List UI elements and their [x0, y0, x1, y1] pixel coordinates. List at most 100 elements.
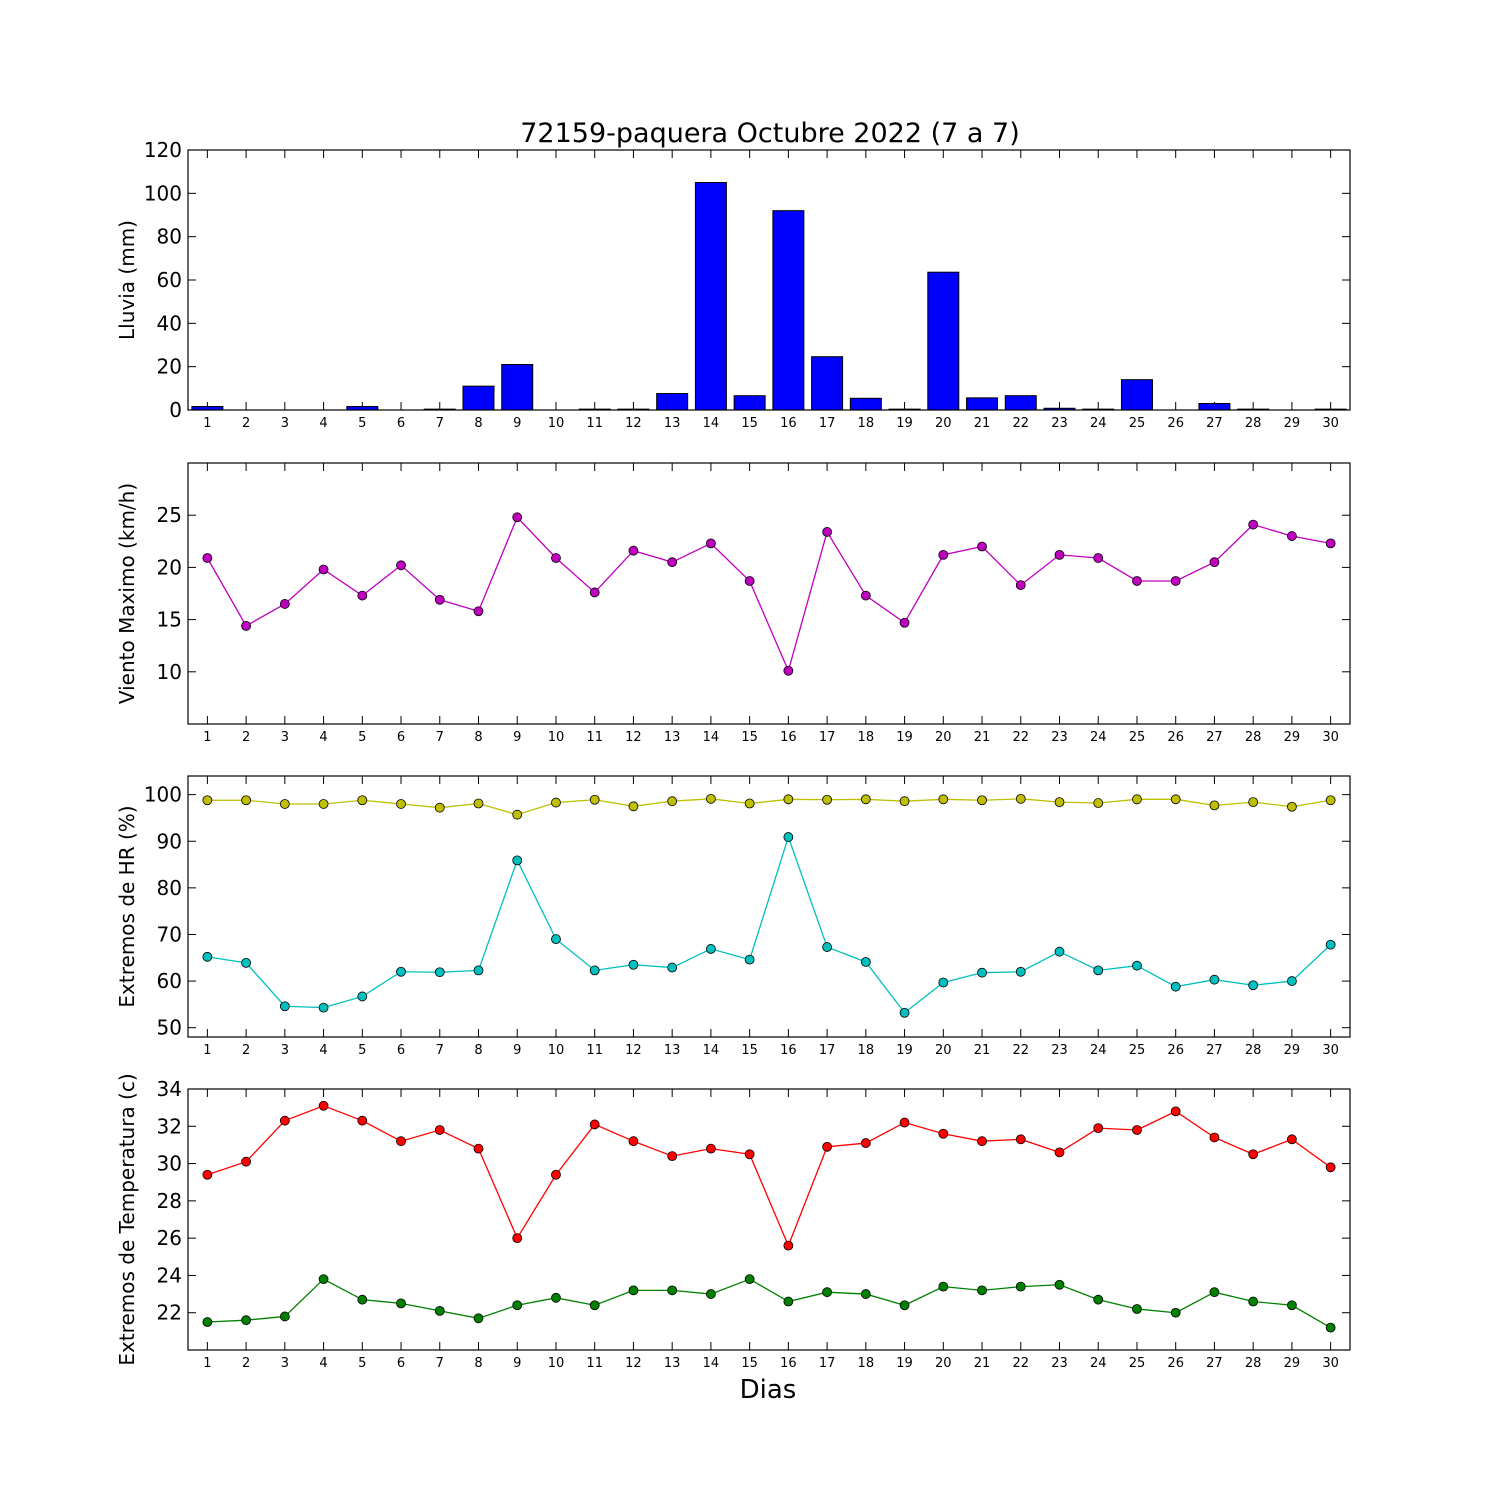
t_max-point	[783, 1240, 794, 1251]
t_max-point	[473, 1143, 484, 1154]
y-tick-label: 80	[157, 225, 182, 249]
x-tick-label: 8	[474, 1043, 482, 1058]
rain-bar	[772, 210, 805, 411]
x-tick-label: 11	[586, 1356, 603, 1371]
t_max-point	[706, 1143, 716, 1154]
x-tick-label: 5	[358, 730, 366, 745]
t_min-point	[241, 1315, 252, 1326]
t_max-point	[1209, 1132, 1220, 1143]
hr_min-point	[628, 959, 639, 970]
hr_min-point	[1325, 939, 1336, 950]
x-tick-label: 29	[1284, 416, 1301, 431]
rain-bar	[1198, 403, 1231, 411]
x-tick-label: 21	[974, 1043, 991, 1058]
hr_min-point	[473, 965, 484, 976]
t_max-point	[318, 1100, 329, 1111]
x-tick-label: 23	[1051, 416, 1068, 431]
hr_max-point	[1015, 793, 1026, 804]
hr_min-point	[1054, 946, 1065, 957]
x-tick-label: 15	[741, 730, 758, 745]
x-tick-label: 25	[1129, 730, 1146, 745]
x-tick-label: 9	[513, 1356, 521, 1371]
hr_min-point	[783, 832, 794, 842]
x-tick-label: 16	[780, 1356, 797, 1371]
hr_min-point	[977, 967, 987, 978]
x-tick-label: 29	[1284, 1356, 1301, 1371]
hr_max-point	[434, 802, 445, 813]
y-tick-label: 20	[157, 555, 182, 579]
plot-frame	[187, 149, 1351, 411]
x-tick-label: 3	[281, 1356, 289, 1371]
x-tick-label: 7	[436, 1356, 444, 1371]
x-tick-label: 19	[896, 730, 913, 745]
hr_max-point	[899, 796, 910, 807]
x-tick-label: 27	[1206, 1356, 1223, 1371]
t_min-point	[628, 1285, 639, 1296]
rain-bar	[462, 385, 495, 411]
wind-point	[357, 590, 368, 601]
x-tick-label: 12	[625, 1043, 642, 1058]
t_max-line	[207, 1105, 1332, 1248]
wind-point	[318, 564, 329, 575]
t_max-point	[744, 1149, 755, 1160]
t_min-point	[1132, 1304, 1142, 1314]
x-tick-label: 8	[474, 416, 482, 431]
hr_max-point	[1132, 794, 1142, 805]
x-tick-label: 15	[741, 416, 758, 431]
t_max-point	[822, 1141, 832, 1152]
x-tick-label: 13	[664, 1043, 681, 1058]
x-tick-label: 20	[935, 1356, 952, 1371]
y-axis-label: Extremos de HR (%)	[115, 805, 139, 1007]
wind-point	[1054, 549, 1065, 560]
x-tick-label: 25	[1129, 1356, 1146, 1371]
x-tick-label: 2	[242, 730, 250, 745]
y-tick-label: 30	[157, 1152, 182, 1176]
y-tick-label: 80	[157, 876, 182, 900]
hr_max-point	[744, 798, 755, 809]
x-tick-label: 14	[703, 1043, 720, 1058]
wind-point	[202, 553, 213, 563]
rain-bar	[1004, 395, 1037, 411]
wind-point	[860, 590, 871, 601]
x-tick-label: 6	[397, 730, 405, 745]
x-tick-label: 18	[858, 416, 875, 431]
x-tick-label: 30	[1322, 1356, 1339, 1371]
t_min-point	[860, 1289, 871, 1299]
plot-frame	[187, 462, 1351, 725]
x-tick-label: 23	[1051, 1043, 1068, 1058]
x-tick-label: 25	[1129, 416, 1146, 431]
hr_max-point	[318, 799, 329, 809]
y-tick-label: 50	[157, 1016, 182, 1040]
t_min-point	[318, 1274, 329, 1285]
x-tick-label: 24	[1090, 1356, 1107, 1371]
wind-point	[977, 541, 987, 552]
x-tick-label: 26	[1167, 1043, 1184, 1058]
t_max-point	[1132, 1125, 1142, 1135]
t_max-point	[667, 1151, 678, 1162]
x-tick-label: 22	[1012, 1043, 1029, 1058]
hr_min-point	[706, 944, 716, 954]
x-tick-label: 4	[319, 416, 327, 431]
wind-point	[589, 587, 600, 598]
y-tick-label: 22	[157, 1301, 182, 1325]
wind-point	[1209, 557, 1220, 568]
x-tick-label: 20	[935, 730, 952, 745]
t_max-point	[279, 1115, 290, 1126]
x-tick-label: 10	[548, 1356, 565, 1371]
y-tick-label: 100	[144, 181, 182, 205]
t_min-point	[744, 1274, 755, 1285]
y-tick-label: 120	[144, 138, 182, 162]
x-tick-label: 22	[1012, 1356, 1029, 1371]
t_min-point	[1209, 1287, 1220, 1298]
x-tick-label: 10	[548, 416, 565, 431]
x-tick-label: 12	[625, 416, 642, 431]
t_min-point	[1015, 1281, 1026, 1292]
t_max-point	[1325, 1162, 1336, 1173]
x-tick-label: 10	[548, 1043, 565, 1058]
hr_max-point	[1325, 795, 1336, 806]
hr_min-point	[860, 957, 871, 967]
rain-bar	[1120, 379, 1153, 411]
x-tick-label: 5	[358, 416, 366, 431]
